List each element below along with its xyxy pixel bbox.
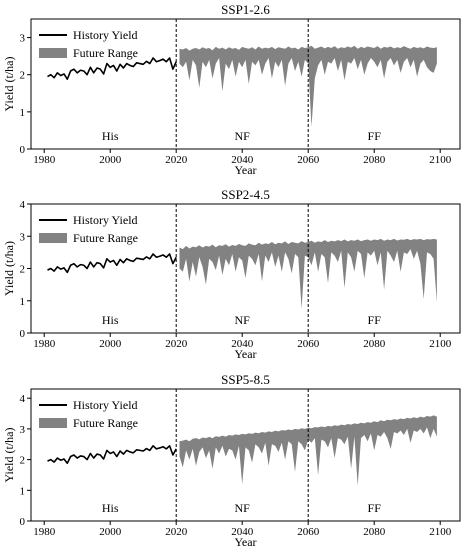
x-tick-label: 2040 xyxy=(231,526,254,538)
x-tick-label: 2100 xyxy=(429,526,452,538)
x-tick-label: 2080 xyxy=(363,338,386,350)
history-yield-line xyxy=(47,253,177,274)
y-axis-label: Yield (t/ha) xyxy=(2,57,16,112)
period-label: FF xyxy=(368,313,382,327)
chart-panel-2: SSP2-4.5 1980 2000 2020 2040 2060 2080 2100 0 1 2 3… xyxy=(2,187,461,361)
y-axis-label: Yield (t/ha) xyxy=(2,241,16,296)
y-tick-label: 2 xyxy=(20,264,26,276)
chart-title: SSP1-2.6 xyxy=(221,2,270,17)
legend-future-label: Future Range xyxy=(73,416,138,430)
y-axis-label: Yield (t/ha) xyxy=(2,428,16,483)
legend-future-swatch xyxy=(39,418,67,428)
legend-future-swatch xyxy=(39,48,67,58)
chart-title: SSP5-8.5 xyxy=(221,372,270,387)
period-label: FF xyxy=(368,501,382,515)
x-tick-label: 1980 xyxy=(33,154,56,166)
x-tick-label: 2060 xyxy=(297,338,320,350)
future-range-band xyxy=(179,415,437,486)
x-tick-label: 2000 xyxy=(99,338,122,350)
y-tick-label: 0 xyxy=(20,144,26,156)
history-yield-line xyxy=(47,444,177,465)
legend-history-label: History Yield xyxy=(73,398,138,412)
x-tick-label: 1980 xyxy=(33,526,56,538)
period-label: His xyxy=(102,313,119,327)
y-tick-label: 3 xyxy=(20,33,26,45)
y-tick-label: 1 xyxy=(20,107,26,119)
legend-future-label: Future Range xyxy=(73,231,138,245)
x-tick-label: 1980 xyxy=(33,338,56,350)
legend: History Yield Future Range xyxy=(39,213,138,245)
period-label: FF xyxy=(368,129,382,143)
x-tick-label: 2060 xyxy=(297,526,320,538)
y-tick-label: 1 xyxy=(20,296,26,308)
period-label: NF xyxy=(235,129,251,143)
period-label: NF xyxy=(235,313,251,327)
x-tick-label: 2040 xyxy=(231,338,254,350)
y-tick-label: 4 xyxy=(20,199,26,211)
x-axis-label: Year xyxy=(234,163,256,177)
y-tick-label: 1 xyxy=(20,485,26,497)
x-tick-label: 2040 xyxy=(231,154,254,166)
legend-history-label: History Yield xyxy=(73,213,138,227)
legend-future-label: Future Range xyxy=(73,46,138,60)
history-yield-line xyxy=(47,57,177,80)
y-tick-label: 0 xyxy=(20,328,26,340)
chart-title: SSP2-4.5 xyxy=(221,187,270,202)
y-tick-label: 2 xyxy=(20,455,26,467)
x-tick-label: 2100 xyxy=(429,338,452,350)
legend: History Yield Future Range xyxy=(39,398,138,430)
future-range-band xyxy=(179,238,437,309)
y-tick-label: 2 xyxy=(20,70,26,82)
chart-panel-3: SSP5-8.5 1980 2000 2020 2040 2060 2080 2100 0 1 2 3… xyxy=(2,372,461,549)
plot-frame xyxy=(30,388,461,522)
y-tick-label: 0 xyxy=(20,516,26,528)
period-label: NF xyxy=(235,501,251,515)
y-tick-label: 3 xyxy=(20,424,26,436)
x-axis-label: Year xyxy=(234,535,256,549)
legend: History Yield Future Range xyxy=(39,28,138,60)
period-label: His xyxy=(102,129,119,143)
y-tick-label: 4 xyxy=(20,393,26,405)
x-tick-label: 2020 xyxy=(165,154,188,166)
x-tick-label: 2080 xyxy=(363,154,386,166)
plot-frame xyxy=(30,18,461,150)
x-tick-label: 2020 xyxy=(165,526,188,538)
y-tick-label: 3 xyxy=(20,231,26,243)
x-tick-label: 2000 xyxy=(99,526,122,538)
legend-history-label: History Yield xyxy=(73,28,138,42)
x-tick-label: 2060 xyxy=(297,154,320,166)
period-label: His xyxy=(102,501,119,515)
x-tick-label: 2100 xyxy=(429,154,452,166)
x-tick-label: 2020 xyxy=(165,338,188,350)
x-axis-label: Year xyxy=(234,347,256,361)
chart-panel-1: SSP1-2.6 1980 2000 2020 2040 2060 2080 2100 0 1 2 3… xyxy=(2,2,461,177)
x-tick-label: 2000 xyxy=(99,154,122,166)
x-tick-label: 2080 xyxy=(363,526,386,538)
legend-future-swatch xyxy=(39,233,67,243)
